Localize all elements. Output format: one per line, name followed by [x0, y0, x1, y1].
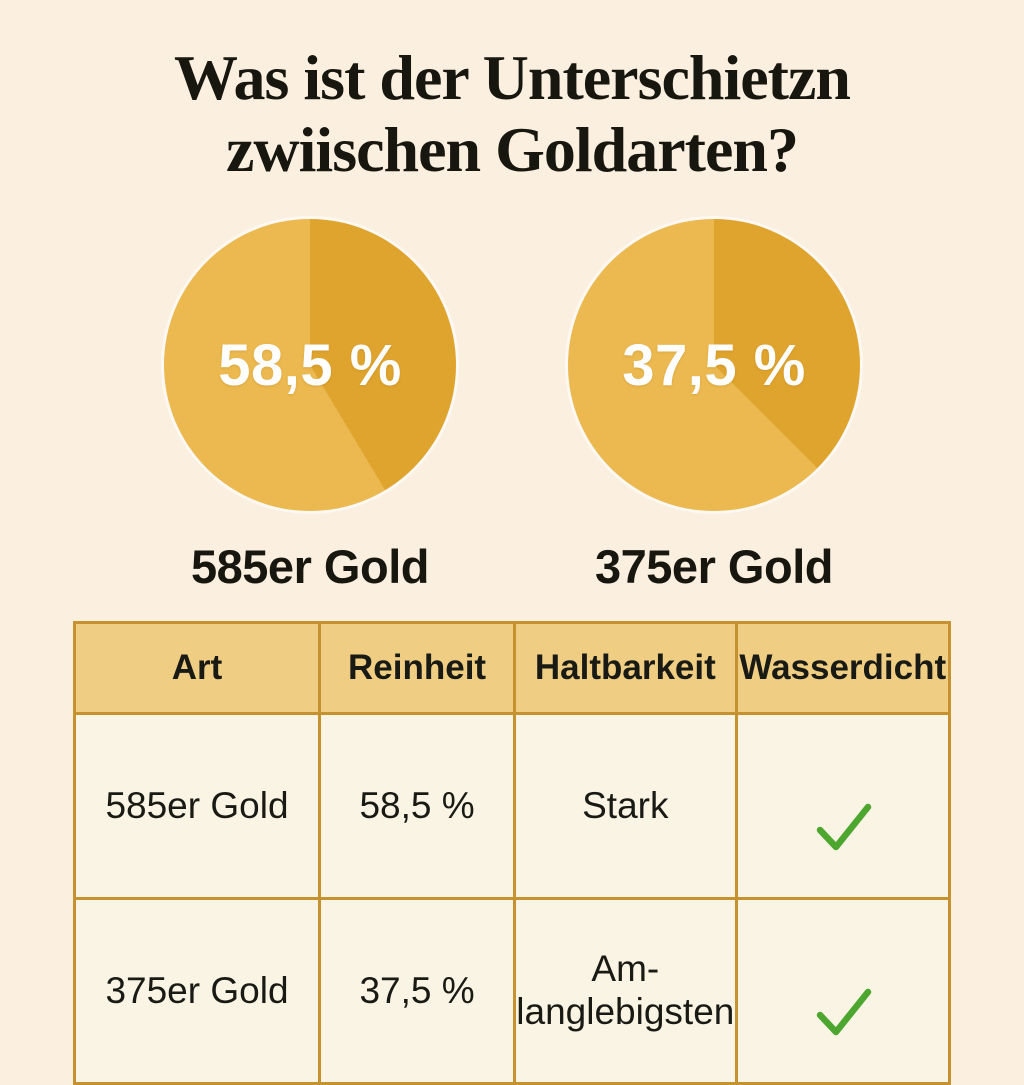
page-title-line1: Was ist der Unterschietzn [174, 42, 851, 113]
table-row: 585er Gold 58,5 % Stark [73, 712, 951, 900]
cell-reinheit-375: 37,5 % [317, 896, 517, 1085]
pie-column-375: 37,5 % 375er Gold [568, 219, 860, 594]
pie-caption-585: 585er Gold [191, 540, 429, 594]
pie-chart-375-gold: 37,5 % [568, 219, 860, 512]
table-header-row: Art Reinheit Haltbarkeit Wasserdicht [73, 621, 951, 716]
page-title: Was ist der Unterschietzn zwiischen Gold… [0, 0, 1024, 185]
page-title-line2: zwiischen Goldarten? [226, 113, 799, 185]
checkmark-icon [812, 758, 874, 897]
cell-wasserdicht-585 [734, 712, 951, 900]
cell-reinheit-585: 58,5 % [317, 712, 517, 900]
gold-comparison-table: Art Reinheit Haltbarkeit Wasserdicht 585… [73, 621, 951, 1085]
cell-haltbarkeit-585: Stark [513, 712, 738, 900]
column-header-reinheit: Reinheit [317, 621, 517, 716]
cell-art-585: 585er Gold [73, 712, 321, 900]
pie-value-label-585: 58,5 % [218, 332, 402, 398]
column-header-haltbarkeit: Haltbarkeit [513, 621, 738, 716]
checkmark-icon [812, 943, 874, 1082]
pie-value-label-375: 37,5 % [622, 332, 806, 398]
cell-art-375: 375er Gold [73, 896, 321, 1085]
table-row: 375er Gold 37,5 % Am- langlebigsten [73, 896, 951, 1085]
column-header-art: Art [73, 621, 321, 716]
pie-chart-585-gold: 58,5 % [164, 219, 456, 512]
cell-wasserdicht-375 [734, 896, 951, 1085]
pie-column-585: 58,5 % 585er Gold [164, 219, 456, 594]
column-header-wasserdicht: Wasserdicht [734, 621, 951, 716]
pie-caption-375: 375er Gold [595, 540, 833, 594]
pie-charts-row: 58,5 % 585er Gold 37,5 % 375er Gold [0, 219, 1024, 594]
cell-haltbarkeit-375: Am- langlebigsten [513, 896, 738, 1085]
